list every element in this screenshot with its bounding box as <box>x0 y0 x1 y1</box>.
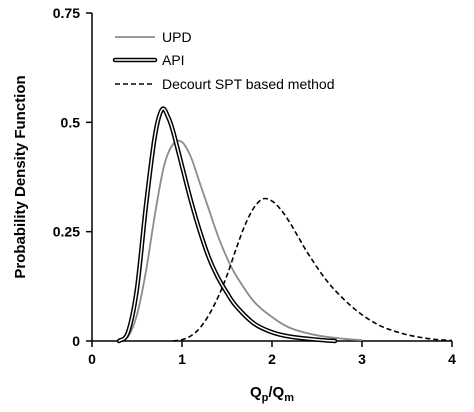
x-axis-title: Qp/Qm <box>250 384 294 404</box>
series-0 <box>118 139 363 342</box>
x-axis-title-text: /Q <box>268 384 284 401</box>
series-line <box>118 139 363 342</box>
legend-item-0: UPD <box>115 29 192 45</box>
x-tick-label: 4 <box>448 351 456 367</box>
series-layer <box>116 106 453 344</box>
axes-layer: 0 0.25 0.5 0.75 0 1 2 3 4 <box>53 5 456 367</box>
legend-label: Decourt SPT based method <box>162 76 335 92</box>
legend: UPD API Decourt SPT based method <box>112 29 335 92</box>
legend-label: API <box>162 52 185 68</box>
series-line <box>172 197 453 342</box>
x-tick-label: 2 <box>268 351 276 367</box>
legend-label: UPD <box>162 29 192 45</box>
legend-item-2: Decourt SPT based method <box>115 76 335 92</box>
series-line-inner <box>118 107 336 342</box>
x-tick-label: 0 <box>88 351 96 367</box>
series-line-outer <box>116 106 338 344</box>
y-tick-label: 0.5 <box>61 114 81 130</box>
series-2 <box>172 197 453 342</box>
x-tick-label: 3 <box>358 351 366 367</box>
series-1 <box>116 106 338 344</box>
y-tick-label: 0 <box>72 333 80 349</box>
y-tick-label: 0.25 <box>53 224 80 240</box>
legend-item-1: API <box>112 52 185 68</box>
y-tick-label: 0.75 <box>53 5 80 21</box>
axis-labels: Probability Density Function Qp/Qm <box>12 75 294 404</box>
x-axis-title-subscript: p <box>262 392 269 404</box>
x-tick-label: 1 <box>178 351 186 367</box>
y-axis-title: Probability Density Function <box>12 75 29 278</box>
x-axis-title-text: Q <box>250 384 262 401</box>
x-axis-title-subscript: m <box>284 392 294 404</box>
